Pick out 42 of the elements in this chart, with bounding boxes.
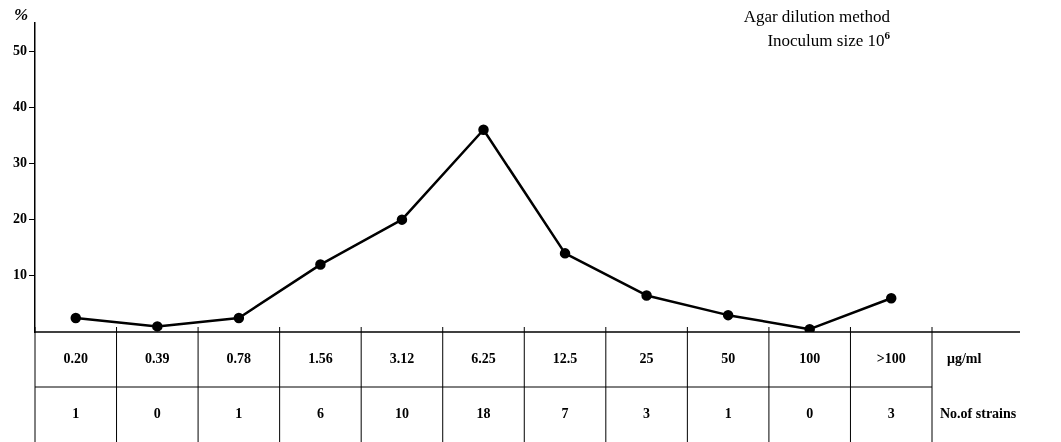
- x-tick-label: 0.78: [226, 351, 252, 367]
- x-tick-label: 100: [799, 351, 821, 367]
- text: 0: [806, 406, 814, 422]
- point: [641, 290, 652, 301]
- text: 18: [476, 406, 491, 422]
- y-tick-label: 20: [13, 211, 27, 227]
- text: 1: [235, 406, 243, 422]
- text: 3: [887, 406, 895, 422]
- text: 3: [643, 406, 651, 422]
- text: No.of strains: [940, 406, 1017, 422]
- point: [233, 312, 245, 324]
- x-tick-label: 1.56: [308, 351, 333, 367]
- point: [70, 312, 82, 324]
- y-tick-label: 30: [13, 155, 27, 171]
- x-tick-label: 50: [721, 351, 736, 367]
- text: 0: [153, 406, 161, 422]
- x-tick-label: 25: [639, 351, 654, 367]
- y-tick-label: 40: [13, 98, 27, 114]
- text: 7: [561, 406, 569, 422]
- point: [152, 321, 163, 332]
- text: 6: [316, 406, 324, 422]
- point: [804, 323, 815, 332]
- x-axis-title: μg/ml: [947, 351, 982, 367]
- x-tick-label: 6.25: [471, 351, 496, 367]
- point: [722, 309, 734, 321]
- x-tick-label: 3.12: [389, 351, 415, 367]
- chart-title: Agar dilution method: [743, 7, 891, 26]
- text: 1: [724, 406, 732, 422]
- text: 1: [72, 406, 80, 422]
- y-tick-label: 50: [13, 42, 27, 58]
- x-tick-label: 12.5: [552, 351, 578, 367]
- point: [559, 248, 571, 259]
- text: 10: [394, 406, 409, 422]
- point: [315, 259, 326, 270]
- y-axis-title: %: [14, 5, 29, 24]
- y-tick-label: 10: [13, 267, 27, 283]
- point: [396, 214, 408, 225]
- x-tick-label: 0.39: [145, 351, 170, 367]
- x-tick-label: 0.20: [63, 351, 89, 367]
- point: [478, 124, 489, 135]
- x-tick-label: >100: [876, 351, 906, 367]
- point: [885, 293, 897, 304]
